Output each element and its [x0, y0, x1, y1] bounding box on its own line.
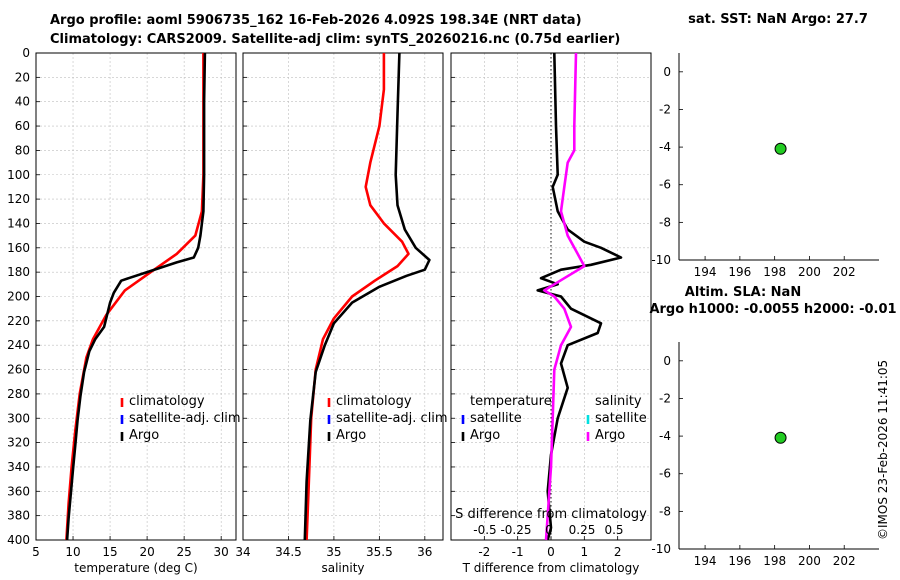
difference-legend-temperature-label: Argo — [470, 428, 500, 443]
difference-xtick-label: -2 — [478, 545, 490, 559]
sla-ytick-label: 0 — [663, 354, 671, 368]
temperature-series-argo — [65, 52, 207, 541]
sla-xtick-label: 200 — [798, 554, 821, 568]
sst-ytick-label: -4 — [659, 140, 671, 154]
sla-ytick-label: -8 — [659, 504, 671, 518]
sst-ytick-label: -2 — [659, 102, 671, 116]
salinity-xtick-label: 36 — [417, 545, 432, 559]
depth-tick-label: 80 — [15, 143, 30, 157]
difference-legend-temperature-title: temperature — [470, 394, 552, 409]
temperature-xlabel: temperature (deg C) — [74, 561, 197, 575]
sla-ytick-label: -2 — [659, 391, 671, 405]
difference-legend-salinity-label: satellite — [595, 411, 647, 426]
depth-tick-label: 20 — [15, 70, 30, 84]
depth-tick-label: 360 — [7, 484, 30, 498]
sst-ytick-label: -8 — [659, 215, 671, 229]
difference-top-tick-label: 0.25 — [569, 523, 596, 537]
depth-tick-label: 340 — [7, 460, 30, 474]
difference-xtick-label: 2 — [614, 545, 622, 559]
salinity-xtick-label: 35 — [326, 545, 341, 559]
sla-xtick-label: 196 — [728, 554, 751, 568]
sst-point-marker — [774, 142, 787, 155]
temperature-legend-label: Argo — [129, 428, 159, 443]
salinity-xtick-label: 35.5 — [366, 545, 393, 559]
depth-tick-label: 300 — [7, 411, 30, 425]
depth-tick-label: 320 — [7, 436, 30, 450]
temperature-xtick-label: 15 — [102, 545, 117, 559]
sla-ytick-label: -4 — [659, 429, 671, 443]
depth-tick-label: 0 — [22, 46, 30, 60]
depth-tick-label: 400 — [7, 533, 30, 547]
salinity-xlabel: salinity — [321, 561, 364, 575]
depth-tick-label: 260 — [7, 363, 30, 377]
temperature-legend-label: satellite-adj. clim — [129, 411, 241, 426]
salinity-xtick-label: 34 — [235, 545, 250, 559]
depth-tick-label: 160 — [7, 241, 30, 255]
depth-tick-label: 380 — [7, 509, 30, 523]
sst-xtick-label: 194 — [694, 265, 717, 279]
temperature-xtick-label: 10 — [65, 545, 80, 559]
sst-xtick-label: 196 — [728, 265, 751, 279]
difference-top-tick-label: -0.25 — [500, 523, 531, 537]
depth-tick-label: 220 — [7, 314, 30, 328]
difference-series-s-difference-argo — [542, 52, 586, 541]
sst-xtick-label: 200 — [798, 265, 821, 279]
depth-tick-label: 120 — [7, 192, 30, 206]
sla-ytick-label: -10 — [651, 542, 671, 556]
figure-title-line2: Climatology: CARS2009. Satellite-adj cli… — [50, 32, 621, 47]
figure-title-line1: Argo profile: aoml 5906735_162 16-Feb-20… — [50, 13, 582, 28]
sla-point-marker — [774, 431, 787, 444]
difference-top-tick-label: 0 — [545, 523, 553, 537]
sst-ytick-label: 0 — [663, 65, 671, 79]
sla-title-line2: Argo h1000: -0.0055 h2000: -0.01 — [649, 302, 896, 317]
salinity-legend-label: Argo — [336, 428, 366, 443]
difference-xtick-label: 0 — [547, 545, 555, 559]
difference-xlabel: T difference from climatology — [462, 561, 640, 575]
sst-ytick-label: -6 — [659, 178, 671, 192]
depth-tick-label: 240 — [7, 338, 30, 352]
sla-xtick-label: 198 — [763, 554, 786, 568]
difference-xtick-label: -1 — [512, 545, 524, 559]
depth-tick-label: 100 — [7, 168, 30, 182]
sla-xtick-label: 194 — [694, 554, 717, 568]
salinity-series-argo — [303, 52, 431, 541]
sst-title: sat. SST: NaN Argo: 27.7 — [688, 12, 868, 27]
difference-top-tick-label: 0.5 — [604, 523, 623, 537]
temperature-xtick-label: 30 — [214, 545, 229, 559]
temperature-xtick-label: 25 — [177, 545, 192, 559]
sst-xtick-label: 202 — [833, 265, 856, 279]
depth-tick-label: 40 — [15, 95, 30, 109]
sla-ytick-label: -6 — [659, 467, 671, 481]
salinity-legend-label: climatology — [336, 394, 412, 409]
salinity-legend-label: satellite-adj. clim — [336, 411, 448, 426]
difference-xtick-label: 1 — [581, 545, 589, 559]
difference-legend-temperature-label: satellite — [470, 411, 522, 426]
temperature-xtick-label: 20 — [139, 545, 154, 559]
temperature-xtick-label: 5 — [32, 545, 40, 559]
sst-xtick-label: 198 — [763, 265, 786, 279]
temperature-legend-label: climatology — [129, 394, 205, 409]
depth-tick-label: 280 — [7, 387, 30, 401]
depth-tick-label: 180 — [7, 265, 30, 279]
difference-top-axis-label: S difference from climatology — [455, 507, 647, 522]
salinity-xtick-label: 34.5 — [275, 545, 302, 559]
depth-tick-label: 200 — [7, 290, 30, 304]
difference-legend-salinity-label: Argo — [595, 428, 625, 443]
temperature-series-climatology — [65, 53, 205, 541]
sla-xtick-label: 202 — [833, 554, 856, 568]
depth-tick-label: 60 — [15, 119, 30, 133]
difference-legend-salinity-title: salinity — [595, 394, 642, 409]
depth-tick-label: 140 — [7, 216, 30, 230]
salinity-series-climatology — [305, 53, 410, 541]
difference-top-tick-label: -0.5 — [473, 523, 496, 537]
sla-title-line1: Altim. SLA: NaN — [685, 285, 801, 300]
sst-ytick-label: -10 — [651, 253, 671, 267]
